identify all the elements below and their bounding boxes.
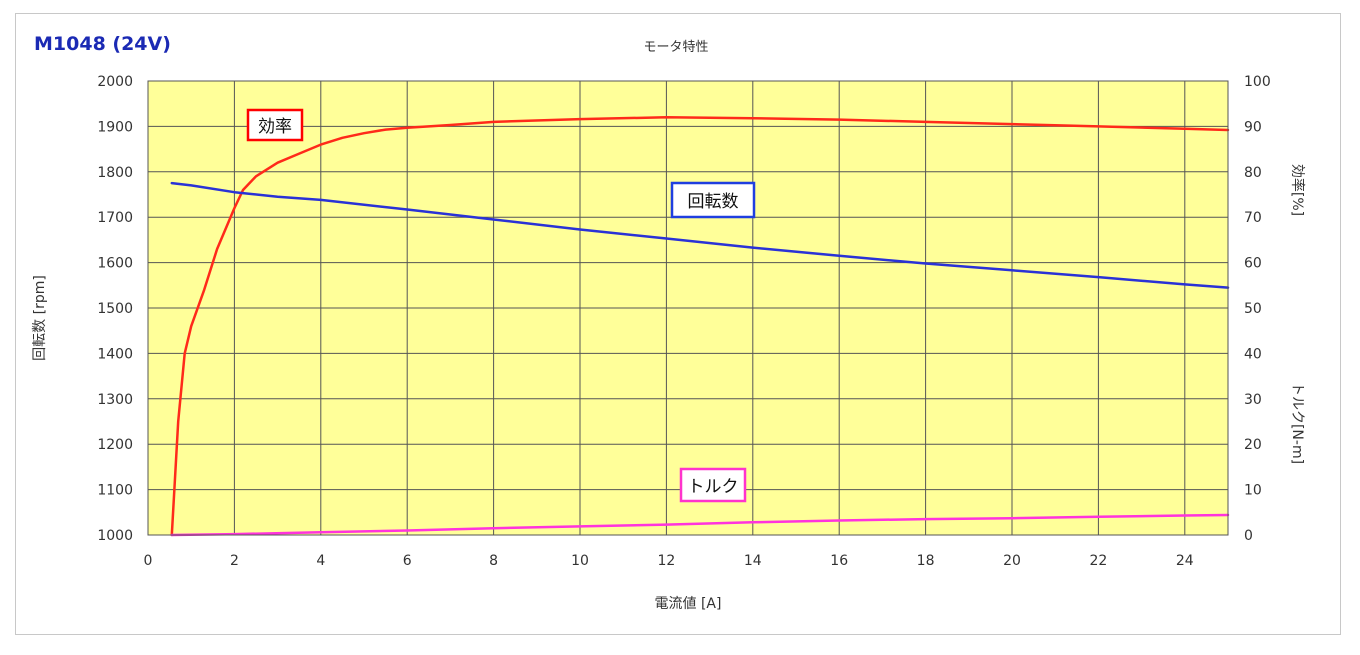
right-y-tick-label: 0	[1244, 528, 1253, 544]
x-tick-label: 22	[1089, 553, 1107, 569]
torque-callout-box	[679, 467, 747, 503]
rpm-callout-box	[670, 181, 756, 219]
efficiency-callout-label: 効率	[258, 117, 292, 137]
series-label-efficiency: 効率	[246, 108, 304, 142]
series-line-0	[170, 116, 1230, 537]
left-axis-label: 回転数 [rpm]	[32, 275, 48, 361]
right-axis-label-efficiency: 効率[%]	[1289, 164, 1306, 216]
series-label-torque: トルク	[679, 467, 747, 503]
x-tick-label: 18	[917, 553, 935, 569]
right-axis-label-torque: トルク[N-m]	[1289, 382, 1305, 464]
series-label-rpm: 回転数	[670, 181, 756, 219]
right-y-tick-label: 40	[1244, 346, 1262, 362]
efficiency-callout-box	[246, 108, 304, 142]
left-y-tick-label: 1500	[97, 301, 133, 317]
x-tick-label: 14	[744, 553, 762, 569]
left-y-tick-label: 1900	[97, 119, 133, 135]
right-y-tick-label: 10	[1244, 483, 1262, 499]
left-y-tick-label: 1400	[97, 346, 133, 362]
right-y-tick-label: 50	[1244, 301, 1262, 317]
x-tick-label: 24	[1176, 553, 1194, 569]
right-y-tick-label: 70	[1244, 210, 1262, 226]
left-y-tick-label: 1000	[97, 528, 133, 544]
right-axis-ticks: 0 10 20 30 40 50 60 70 80 90 100	[1244, 74, 1271, 544]
x-tick-label: 2	[230, 553, 239, 569]
left-y-tick-label: 1300	[97, 392, 133, 408]
right-y-tick-label: 30	[1244, 392, 1262, 408]
series-line-2	[170, 513, 1230, 537]
x-tick-label: 10	[571, 553, 589, 569]
left-y-tick-label: 1100	[97, 483, 133, 499]
x-tick-label: 20	[1003, 553, 1021, 569]
x-axis-ticks: 0 2 4 6 8 10 12 14 16 18 20 22 24	[144, 553, 1194, 569]
x-tick-label: 4	[316, 553, 325, 569]
left-axis-ticks: 1000 1100 1200 1300 1400 1500 1600 1700 1800 1900…	[97, 74, 133, 544]
chart-title: モータ特性	[643, 40, 708, 55]
series-line-1	[170, 181, 1230, 289]
right-y-tick-label: 90	[1244, 119, 1262, 135]
x-tick-label: 12	[657, 553, 675, 569]
x-tick-label: 16	[830, 553, 848, 569]
x-axis-label: 電流値 [A]	[655, 596, 722, 612]
right-y-tick-label: 60	[1244, 256, 1262, 272]
x-tick-label: 8	[489, 553, 498, 569]
left-y-tick-label: 1800	[97, 165, 133, 181]
right-y-tick-label: 20	[1244, 437, 1262, 453]
left-y-tick-label: 1600	[97, 256, 133, 272]
left-y-tick-label: 1200	[97, 437, 133, 453]
torque-callout-label: トルク	[688, 477, 739, 497]
left-y-tick-label: 1700	[97, 210, 133, 226]
right-y-tick-label: 100	[1244, 74, 1271, 90]
x-tick-label: 6	[403, 553, 412, 569]
model-title: M1048 (24V)	[34, 33, 171, 55]
left-y-tick-label: 2000	[97, 74, 133, 90]
right-y-tick-label: 80	[1244, 165, 1262, 181]
plot-border	[147, 80, 1229, 536]
series-lines	[170, 116, 1230, 537]
rpm-callout-label: 回転数	[688, 192, 739, 212]
x-tick-label: 0	[144, 553, 153, 569]
